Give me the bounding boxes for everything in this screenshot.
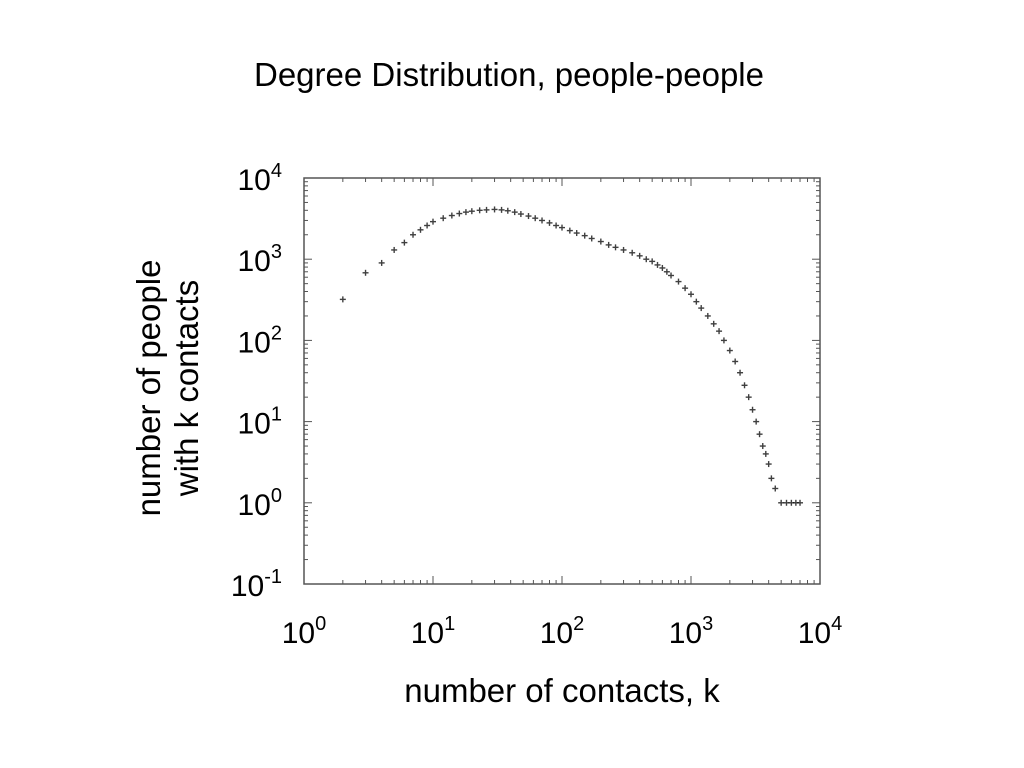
data-point [525,213,532,220]
data-point [448,212,455,219]
data-point [491,206,498,213]
data-point [668,272,675,279]
data-point [483,206,490,213]
data-point [440,215,447,222]
data-point [732,358,739,365]
data-point [726,347,733,354]
data-point [659,264,666,271]
data-point [778,499,785,506]
y-tick-label: 102 [238,322,283,359]
data-point [797,499,804,506]
data-point [581,232,588,239]
data-point [688,291,694,298]
data-point [629,249,636,256]
data-point [663,268,670,275]
data-point [741,382,748,389]
data-point [566,227,573,234]
plot-area-frame [303,177,821,585]
data-point [462,209,469,216]
y-axis-label-line1: number of people [130,260,167,517]
data-point [559,224,565,231]
y-tick-label: 103 [238,241,283,278]
data-point [693,298,700,305]
data-point [704,312,711,319]
data-point [737,369,744,376]
data-point [768,475,775,482]
data-point [597,238,604,245]
y-tick-label: 100 [238,485,283,522]
data-point [649,258,656,265]
data-point [401,239,408,246]
data-point [476,207,483,214]
data-point [643,256,650,263]
data-point [417,226,424,233]
data-point [424,222,431,229]
y-axis-label: number of people with k contacts [130,260,205,517]
data-point [762,450,769,457]
data-point [362,269,369,276]
data-point [753,418,760,425]
slide-title: Degree Distribution, people-people [254,56,764,93]
data-point [430,218,436,225]
data-point [654,261,661,268]
data-point [378,259,385,266]
x-axis-label: number of contacts, k [404,672,720,709]
data-point [532,215,539,222]
y-tick-label: 104 [238,160,283,197]
data-point [504,207,511,214]
axis-ticks [303,178,820,585]
x-tick-labels: 100 101 102 103 104 [282,613,843,650]
x-tick-label: 101 [411,613,456,650]
data-point [612,244,619,251]
y-tick-label: 10-1 [231,566,282,603]
data-point [517,211,524,218]
data-point [765,461,772,468]
y-tick-label: 101 [238,404,283,441]
data-point [675,278,682,285]
data-point [636,252,643,259]
data-point [410,231,417,238]
y-axis-label-line2: with k contacts [168,280,205,497]
x-tick-label: 104 [798,613,843,650]
data-point [698,305,705,312]
data-point [620,246,627,253]
x-tick-label: 103 [669,613,714,650]
data-point [710,320,717,327]
data-point [573,230,580,237]
data-point [539,217,546,224]
y-tick-labels: 10-1 100 101 102 103 104 [231,160,282,603]
data-point [605,241,612,248]
x-tick-label: 102 [540,613,585,650]
x-tick-label: 100 [282,613,327,650]
data-point [720,337,727,344]
data-point [716,328,723,335]
data-point [511,209,518,216]
data-point [759,443,766,450]
data-point [749,406,756,413]
data-points [339,206,804,506]
data-point [588,235,595,242]
data-point [553,222,560,229]
data-point [546,219,553,226]
data-point [468,208,475,215]
data-point [772,485,779,492]
data-point [745,394,752,401]
data-point [756,431,763,438]
data-point [456,210,463,217]
data-point [339,296,346,303]
data-point [498,206,505,213]
data-point [391,246,398,253]
data-point [682,285,689,292]
